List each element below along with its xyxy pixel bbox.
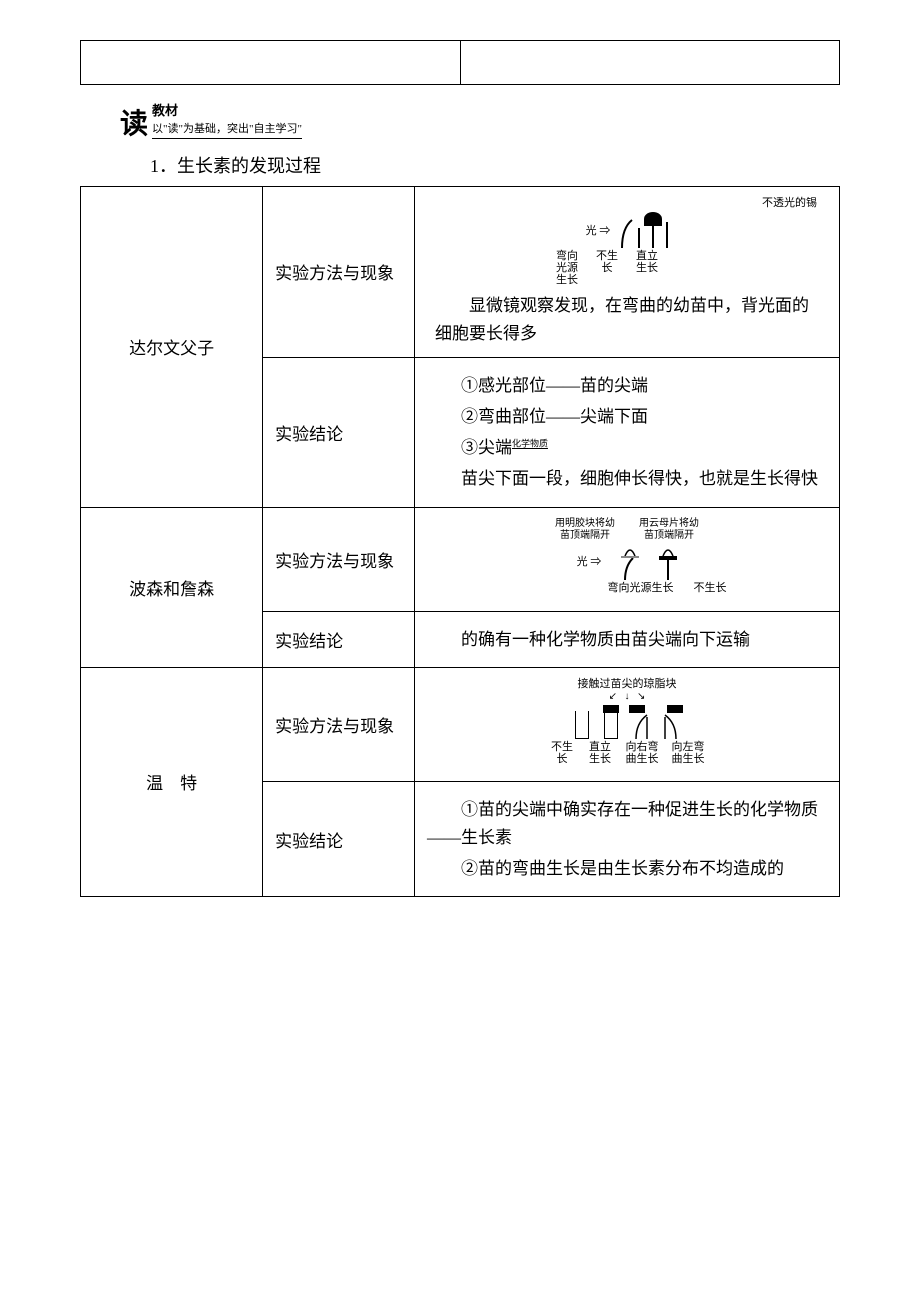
empty-cell-left: [81, 41, 461, 84]
method-content-1: 不透光的锡: [414, 187, 839, 358]
method-label-1: 实验方法与现象: [263, 187, 415, 358]
method-content-2: 用明胶块将幼苗顶端隔开 用云母片将幼苗顶端隔开: [414, 507, 839, 611]
method-content-3: 接触过苗尖的琼脂块 ↙ ↓ ↘: [414, 667, 839, 781]
result-label-2: 实验结论: [263, 611, 415, 667]
boysen-diagram: 用明胶块将幼苗顶端隔开 用云母片将幼苗顶端隔开: [427, 518, 827, 595]
reading-bottom-label: 以"读"为基础，突出"自主学习": [152, 123, 302, 135]
empty-cell-right: [461, 41, 840, 84]
result-label-1: 实验结论: [263, 357, 415, 507]
reading-header: 读 教材 以"读"为基础，突出"自主学习": [120, 100, 840, 142]
reading-top-label: 教材: [152, 103, 178, 118]
result-content-2: 的确有一种化学物质由苗尖端向下运输: [414, 611, 839, 667]
scientist-went: 温 特: [81, 667, 263, 896]
experiments-table: 达尔文父子 实验方法与现象 不透光的锡: [80, 186, 840, 897]
darwin-diagram: 不透光的锡: [427, 197, 827, 286]
section-title: 1．生长素的发现过程: [150, 152, 840, 178]
darwin-caption: 显微镜观察发现，在弯曲的幼苗中，背光面的细胞要长得多: [427, 292, 827, 346]
went-diagram: 接触过苗尖的琼脂块 ↙ ↓ ↘: [427, 678, 827, 765]
scientist-boysen: 波森和詹森: [81, 507, 263, 667]
result-content-3: ①苗的尖端中确实存在一种促进生长的化学物质——生长素 ②苗的弯曲生长是由生长素分…: [414, 782, 839, 897]
result-content-1: ①感光部位——苗的尖端 ②弯曲部位——尖端下面 ③尖端化学物质 苗尖下面一段，细…: [414, 357, 839, 507]
method-label-3: 实验方法与现象: [263, 667, 415, 781]
method-label-2: 实验方法与现象: [263, 507, 415, 611]
top-empty-row: [80, 40, 840, 85]
result-label-3: 实验结论: [263, 782, 415, 897]
scientist-darwin: 达尔文父子: [81, 187, 263, 508]
reading-main-char: 读: [120, 109, 148, 140]
